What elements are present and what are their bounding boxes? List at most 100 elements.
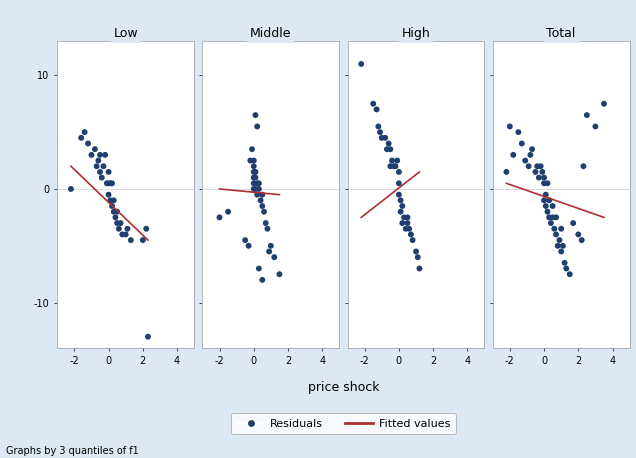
Point bbox=[107, 202, 117, 210]
Point bbox=[565, 271, 575, 278]
Point bbox=[95, 151, 105, 158]
Point bbox=[516, 140, 527, 147]
Point bbox=[112, 219, 122, 227]
Point bbox=[223, 208, 233, 215]
Point bbox=[252, 191, 262, 198]
Point bbox=[401, 225, 411, 232]
Point bbox=[138, 236, 148, 244]
Point bbox=[513, 129, 523, 136]
Point bbox=[394, 191, 404, 198]
Legend: Residuals, Fitted values: Residuals, Fitted values bbox=[232, 413, 455, 434]
Point bbox=[539, 174, 549, 181]
Point bbox=[406, 231, 416, 238]
Point bbox=[556, 225, 566, 232]
Point bbox=[254, 265, 264, 272]
Point bbox=[251, 111, 261, 119]
Point bbox=[249, 174, 259, 181]
Point bbox=[543, 180, 553, 187]
Point bbox=[377, 134, 387, 142]
Point bbox=[252, 180, 262, 187]
Point bbox=[568, 219, 578, 227]
Point bbox=[66, 185, 76, 193]
Point bbox=[555, 236, 565, 244]
Point bbox=[544, 196, 555, 204]
Point bbox=[385, 163, 396, 170]
Point bbox=[121, 231, 131, 238]
Point bbox=[259, 208, 269, 215]
Point bbox=[214, 214, 225, 221]
Point bbox=[387, 157, 397, 164]
Point bbox=[558, 242, 568, 250]
Point bbox=[249, 157, 259, 164]
Point bbox=[396, 208, 406, 215]
Point bbox=[240, 236, 251, 244]
Point bbox=[404, 225, 414, 232]
Point bbox=[375, 129, 385, 136]
Point bbox=[573, 231, 583, 238]
Point bbox=[107, 180, 117, 187]
Point bbox=[257, 202, 267, 210]
Point bbox=[100, 151, 110, 158]
Point bbox=[117, 231, 127, 238]
Point bbox=[257, 276, 267, 284]
Point bbox=[577, 236, 587, 244]
Point bbox=[590, 123, 600, 130]
Point bbox=[269, 253, 279, 261]
Point bbox=[403, 214, 413, 221]
Point bbox=[114, 225, 124, 232]
Point bbox=[403, 219, 413, 227]
Point bbox=[599, 100, 609, 107]
Point bbox=[398, 202, 408, 210]
Point bbox=[244, 242, 254, 250]
Point bbox=[251, 185, 261, 193]
Point bbox=[527, 146, 537, 153]
Point bbox=[543, 208, 553, 215]
Point bbox=[141, 225, 151, 232]
Point bbox=[97, 174, 107, 181]
Point bbox=[553, 242, 563, 250]
Point bbox=[99, 163, 109, 170]
Point bbox=[411, 248, 421, 255]
Point bbox=[582, 333, 592, 340]
Point bbox=[539, 196, 549, 204]
Point bbox=[371, 106, 382, 113]
Point bbox=[396, 196, 406, 204]
Point bbox=[380, 134, 391, 142]
Point bbox=[534, 174, 544, 181]
Point bbox=[548, 202, 558, 210]
Point bbox=[263, 225, 273, 232]
Point bbox=[414, 265, 424, 272]
Point bbox=[93, 157, 104, 164]
Point bbox=[392, 157, 403, 164]
Point bbox=[264, 248, 274, 255]
Point bbox=[83, 140, 93, 147]
Text: price shock: price shock bbox=[308, 381, 379, 393]
Point bbox=[550, 225, 560, 232]
Point bbox=[560, 259, 570, 267]
Point bbox=[561, 265, 571, 272]
Point bbox=[249, 163, 259, 170]
Point bbox=[112, 208, 122, 215]
Point bbox=[391, 163, 401, 170]
Point bbox=[505, 123, 515, 130]
Point bbox=[126, 236, 136, 244]
Point bbox=[261, 219, 271, 227]
Point bbox=[274, 271, 284, 278]
Point bbox=[251, 174, 261, 181]
Title: Total: Total bbox=[546, 27, 576, 40]
Point bbox=[551, 214, 561, 221]
Point bbox=[116, 219, 126, 227]
Point bbox=[508, 151, 518, 158]
Point bbox=[408, 236, 418, 244]
Point bbox=[122, 225, 132, 232]
Point bbox=[249, 168, 259, 175]
Title: Middle: Middle bbox=[250, 27, 292, 40]
Point bbox=[249, 185, 259, 193]
Point bbox=[382, 146, 392, 153]
Point bbox=[385, 146, 396, 153]
Point bbox=[544, 214, 555, 221]
Point bbox=[532, 163, 543, 170]
Point bbox=[257, 191, 267, 198]
Point bbox=[109, 208, 119, 215]
Point bbox=[413, 253, 423, 261]
